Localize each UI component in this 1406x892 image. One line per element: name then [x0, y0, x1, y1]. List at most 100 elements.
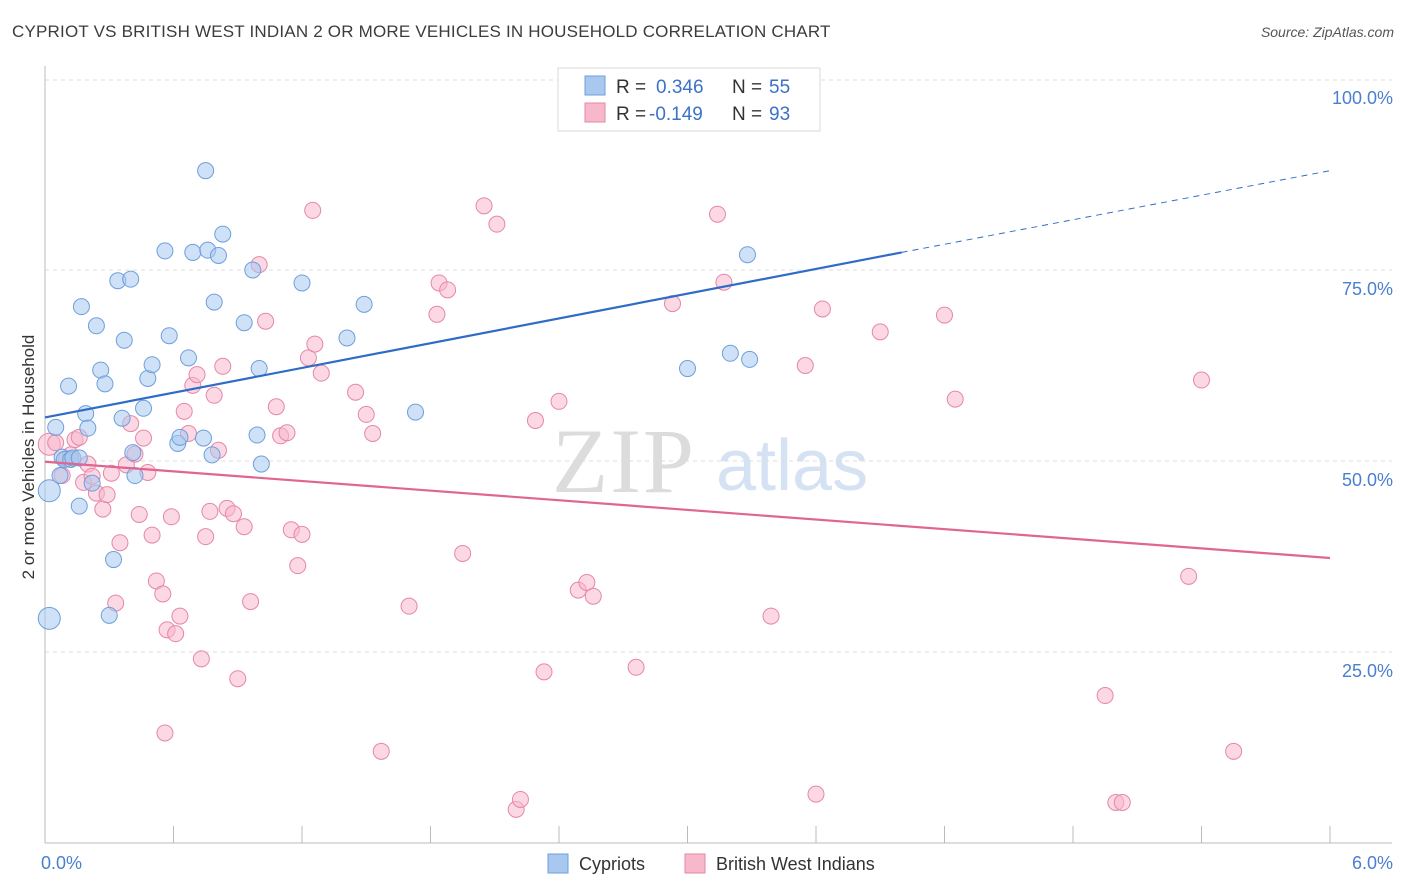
series-legend: Cypriots British West Indians	[547, 853, 875, 874]
cypriot-point	[209, 246, 227, 264]
y-tick-label: 50.0%	[1342, 470, 1393, 490]
cypriot-point	[355, 295, 373, 313]
cypriot-point	[70, 497, 88, 515]
bwi-point	[143, 526, 161, 544]
cypriot-point	[87, 317, 105, 335]
bwi-point	[242, 593, 260, 611]
y-tick-label: 25.0%	[1342, 661, 1393, 681]
bwi-point	[267, 398, 285, 416]
bwi-point	[550, 392, 568, 410]
cypriot-point	[214, 225, 232, 243]
bwi-point	[205, 386, 223, 404]
cypriot-point	[197, 162, 215, 180]
bwi-point	[1180, 567, 1198, 585]
bwi-point	[188, 366, 206, 384]
bwi-point	[578, 573, 596, 591]
bwi-point	[102, 464, 120, 482]
cypriot-point	[51, 467, 69, 485]
cypriot-point	[171, 428, 189, 446]
bwi-point	[813, 300, 831, 318]
bwi-point	[347, 383, 365, 401]
bwi-point	[584, 587, 602, 605]
cypriot-point	[194, 429, 212, 447]
y-tick-label: 100.0%	[1332, 88, 1393, 108]
bwi-point	[156, 724, 174, 742]
cypriot-point	[205, 293, 223, 311]
bwi-point	[293, 525, 311, 543]
bwi-point	[428, 305, 446, 323]
bwi-point	[1096, 687, 1114, 705]
cypriot-point	[37, 606, 61, 630]
bwi-point	[192, 650, 210, 668]
bwi-point	[488, 215, 506, 233]
x-tick-label: 6.0%	[1352, 853, 1393, 873]
cypriot-point	[338, 329, 356, 347]
bwi-point	[257, 312, 275, 330]
bwi-point	[98, 486, 116, 504]
bottom-legend-label-bwi: British West Indians	[716, 854, 875, 874]
bwi-point	[278, 424, 296, 442]
bwi-point	[400, 597, 418, 615]
bwi-point	[47, 434, 65, 452]
bwi-point	[372, 742, 390, 760]
bwi-point	[135, 429, 153, 447]
bwi-point	[224, 505, 242, 523]
chart-title: CYPRIOT VS BRITISH WEST INDIAN 2 OR MORE…	[12, 22, 831, 41]
cypriot-point	[184, 243, 202, 261]
bwi-point	[167, 625, 185, 643]
cypriot-point	[37, 479, 61, 503]
x-tick-labels: 0.0% 6.0%	[41, 853, 1393, 873]
cypriot-point	[679, 360, 696, 378]
bwi-point	[1225, 742, 1243, 760]
bwi-point	[511, 790, 529, 808]
bwi-point	[154, 585, 172, 603]
cypriot-point	[135, 399, 153, 417]
bwi-point	[946, 390, 964, 408]
cypriot-point	[47, 418, 65, 436]
bwi-trend-line	[44, 460, 1331, 560]
bwi-point	[111, 534, 129, 552]
x-tick-label: 0.0%	[41, 853, 82, 873]
cypriot-point	[248, 426, 266, 444]
series-cypriots	[37, 162, 759, 630]
cypriot-point	[721, 344, 739, 362]
bwi-point	[235, 518, 253, 536]
gridlines	[45, 79, 1392, 653]
cypriot-point	[122, 270, 140, 288]
cypriot-point	[252, 455, 270, 473]
bottom-legend-swatch-bwi	[684, 853, 706, 874]
bwi-point	[526, 412, 544, 430]
y-tick-label: 75.0%	[1342, 279, 1393, 299]
chart-source: Source: ZipAtlas.com	[1260, 24, 1394, 40]
bwi-point	[197, 528, 215, 546]
cypriot-point	[293, 274, 311, 292]
legend-n-value-2: 93	[769, 104, 790, 125]
cypriot-point	[83, 474, 101, 492]
bwi-point	[936, 306, 953, 324]
bwi-point	[535, 663, 553, 681]
bwi-point	[708, 205, 726, 223]
legend-r-label-1: R =	[616, 77, 646, 98]
bwi-point	[171, 607, 189, 625]
cypriot-point	[179, 349, 197, 367]
cypriot-point	[235, 314, 253, 332]
bwi-point	[1113, 794, 1131, 812]
legend-n-label-2: N =	[732, 104, 762, 125]
bwi-point	[229, 670, 247, 688]
bwi-point	[214, 357, 232, 375]
cypriot-point	[407, 403, 425, 421]
legend-swatch-bwi	[584, 102, 606, 123]
cypriot-point	[738, 246, 756, 264]
legend-swatch-cypriots	[584, 75, 606, 96]
bwi-point	[357, 405, 375, 423]
bottom-legend-label-cypriots: Cypriots	[579, 854, 645, 874]
cypriot-point	[244, 261, 262, 279]
cypriot-point	[115, 331, 133, 349]
bwi-point	[871, 323, 889, 341]
bwi-point	[175, 402, 193, 420]
cypriot-point	[96, 375, 114, 393]
bwi-point	[439, 281, 457, 299]
bwi-point	[306, 335, 324, 353]
cypriot-point	[105, 551, 123, 569]
